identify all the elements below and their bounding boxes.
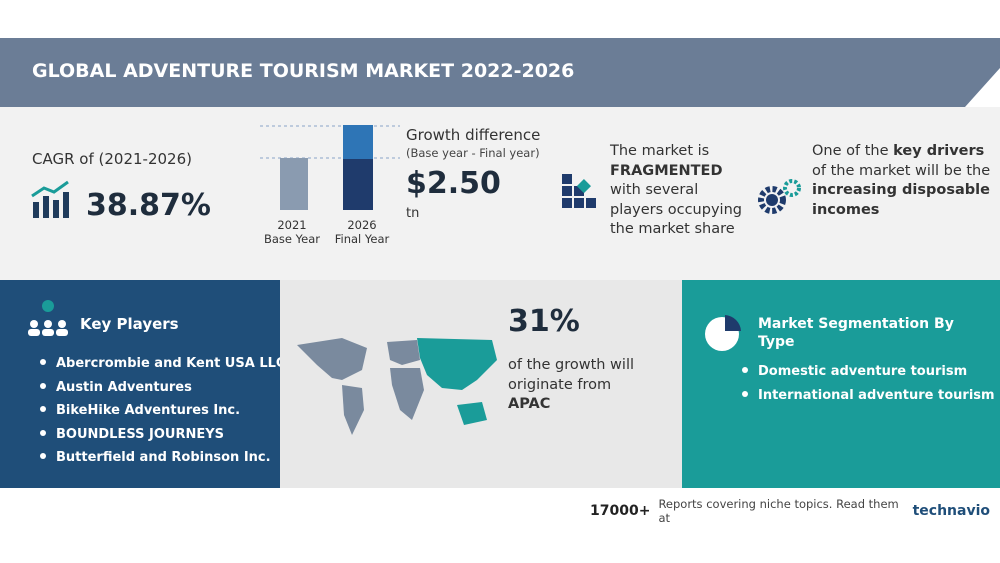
key-player: BikeHike Adventures Inc. bbox=[40, 399, 285, 423]
growth-bars bbox=[260, 125, 400, 210]
summary-band bbox=[0, 107, 1000, 280]
key-players-panel bbox=[0, 280, 280, 488]
segmentation-title: Market Segmentation By Type bbox=[758, 316, 954, 350]
key-players-list: Abercrombie and Kent USA LLC Austin Adven… bbox=[40, 352, 285, 470]
world-map bbox=[297, 338, 497, 435]
region-text: of the growth will originate from APAC bbox=[508, 357, 634, 412]
market-text: The market is FRAGMENTED with several pl… bbox=[610, 143, 742, 237]
growth-title: Growth difference bbox=[406, 126, 541, 144]
key-player: BOUNDLESS JOURNEYS bbox=[40, 423, 285, 447]
fragment-icon bbox=[562, 174, 596, 208]
key-player: Abercrombie and Kent USA LLC bbox=[40, 352, 285, 376]
gears-icon bbox=[758, 179, 801, 214]
year-label: 2026 Final Year bbox=[334, 218, 390, 246]
footer-text: Reports covering niche topics. Read them… bbox=[658, 497, 899, 525]
growth-subtitle: (Base year - Final year) bbox=[406, 146, 540, 160]
key-players-title: Key Players bbox=[80, 315, 179, 333]
title: GLOBAL ADVENTURE TOURISM MARKET 2022-202… bbox=[32, 60, 575, 82]
segment: Domestic adventure tourism bbox=[742, 360, 995, 384]
key-player: Butterfield and Robinson Inc. bbox=[40, 446, 285, 470]
footer-count: 17000+ bbox=[590, 503, 651, 519]
cagr-label: CAGR of (2021-2026) bbox=[32, 150, 192, 168]
growth-unit: tn bbox=[406, 206, 420, 221]
header-band bbox=[0, 38, 1000, 107]
segmentation-panel bbox=[682, 280, 1000, 488]
pie-icon bbox=[705, 315, 741, 351]
region-panel bbox=[280, 280, 682, 488]
brand: technavio bbox=[912, 503, 990, 519]
growth-icon bbox=[31, 180, 69, 218]
growth-value: $2.50 bbox=[406, 166, 501, 201]
players-icon bbox=[28, 300, 68, 336]
drivers-text: One of the key drivers of the market wil… bbox=[812, 143, 991, 218]
footer: 17000+ Reports covering niche topics. Re… bbox=[590, 497, 990, 525]
region-share: 31% bbox=[508, 304, 580, 339]
segment: International adventure tourism bbox=[742, 384, 995, 408]
cagr-value: 38.87% bbox=[86, 188, 211, 223]
key-player: Austin Adventures bbox=[40, 376, 285, 400]
year-label: 2021 Base Year bbox=[263, 218, 320, 246]
segmentation-list: Domestic adventure tourism International … bbox=[742, 360, 995, 407]
